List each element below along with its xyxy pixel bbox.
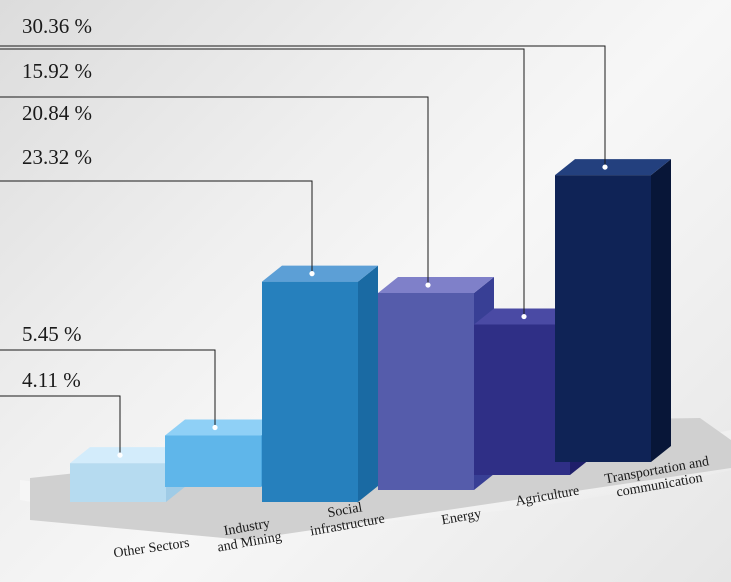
leader-line-energy — [0, 96, 429, 286]
leader-line-agriculture — [0, 48, 525, 317]
value-label-agriculture: 15.92 % — [22, 59, 92, 83]
leader-line-transportation-and-communication — [0, 45, 606, 168]
leader-line-industry-and-mining — [0, 349, 216, 428]
value-label-social-infrastructure: 23.32 % — [22, 145, 92, 169]
bar-top-industry-and-mining — [165, 419, 281, 436]
bar-transportation-and-communication — [555, 159, 671, 462]
bar-front-social-infrastructure — [262, 281, 358, 502]
bar-front-agriculture — [474, 324, 570, 475]
bar-front-other-sectors — [70, 463, 166, 502]
leader-dot-energy — [425, 282, 431, 288]
value-label-transportation-and-communication: 30.36 % — [22, 14, 92, 38]
leader-dot-social-infrastructure — [309, 271, 315, 277]
leader-line-social-infrastructure — [0, 180, 313, 274]
bar-front-transportation-and-communication — [555, 175, 651, 462]
leader-line-other-sectors — [0, 395, 121, 456]
category-label-other-sectors: Other Sectors — [113, 536, 191, 562]
leader-dot-agriculture — [521, 313, 527, 320]
leader-dot-transportation-and-communication — [602, 164, 608, 170]
value-label-other-sectors: 4.11 % — [22, 368, 81, 392]
bar-front-industry-and-mining — [165, 435, 261, 487]
leader-dot-other-sectors — [117, 452, 123, 458]
bar-social-infrastructure — [262, 265, 378, 502]
leader-dot-industry-and-mining — [212, 424, 218, 431]
bar-top-transportation-and-communication — [555, 159, 671, 176]
bar-side-transportation-and-communication — [651, 159, 671, 462]
bar-top-energy — [378, 277, 494, 294]
bar-top-other-sectors — [70, 447, 186, 464]
bar-front-energy — [378, 293, 474, 490]
bar-top-social-infrastructure — [262, 265, 378, 282]
value-label-energy: 20.84 % — [22, 101, 92, 125]
bar-other-sectors — [70, 447, 186, 502]
value-label-industry-and-mining: 5.45 % — [22, 322, 82, 346]
bar-side-social-infrastructure — [358, 265, 378, 502]
category-label-energy: Energy — [440, 507, 482, 529]
